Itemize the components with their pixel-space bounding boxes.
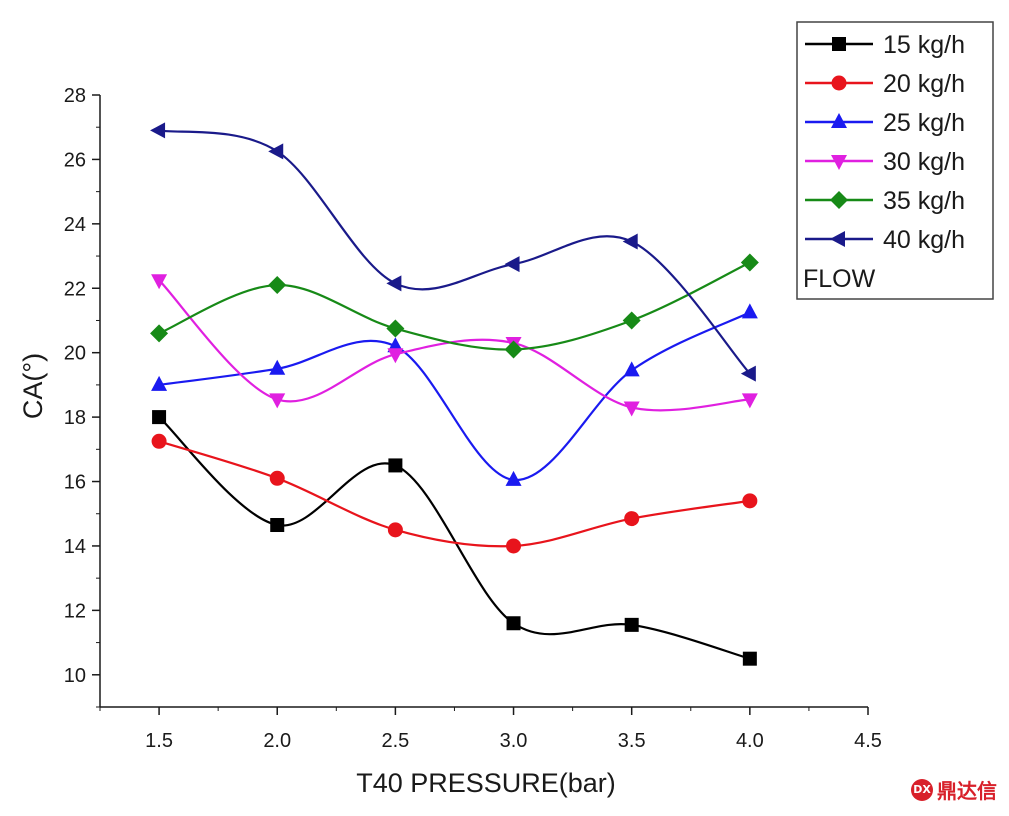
x-tick-label: 4.0: [736, 730, 764, 752]
series-line: [158, 311, 751, 482]
series-4: [150, 253, 759, 359]
data-point: [387, 522, 403, 538]
data-point: [151, 375, 168, 391]
legend-label: 35 kg/h: [883, 187, 965, 215]
watermark: DX 鼎达信: [911, 775, 997, 804]
data-point: [387, 348, 404, 364]
x-tick-label: 4.5: [854, 730, 882, 752]
y-tick-label: 16: [64, 472, 86, 494]
data-point: [742, 651, 757, 666]
y-tick-label: 24: [64, 214, 86, 236]
data-point: [506, 616, 521, 631]
data-point: [624, 617, 639, 632]
data-point: [506, 538, 522, 554]
data-point: [386, 319, 405, 338]
y-tick-label: 12: [64, 600, 86, 622]
data-point: [150, 122, 166, 139]
y-tick-label: 22: [64, 278, 86, 300]
data-point: [623, 401, 640, 417]
data-point: [269, 470, 285, 486]
data-point: [269, 359, 286, 375]
data-point: [151, 433, 167, 449]
series-5: [150, 122, 756, 382]
legend-label: 40 kg/h: [883, 226, 965, 254]
x-tick-label: 2.5: [381, 730, 409, 752]
data-point: [504, 340, 523, 359]
series-line: [158, 440, 751, 548]
data-point: [741, 303, 758, 319]
data-point: [741, 393, 758, 409]
y-tick-label: 20: [64, 343, 86, 365]
series-0: [152, 410, 757, 666]
legend-title: FLOW: [803, 265, 876, 293]
data-point: [740, 365, 756, 382]
legend-swatch-marker: [831, 155, 847, 170]
y-tick-label: 28: [64, 85, 86, 107]
data-point: [504, 256, 520, 273]
series-line: [158, 416, 751, 660]
data-point: [505, 470, 522, 486]
series-2: [151, 303, 758, 486]
data-point: [268, 143, 284, 160]
legend-swatch-marker: [832, 37, 846, 51]
data-point: [622, 311, 641, 330]
data-point: [150, 324, 169, 343]
series-layer: [150, 122, 759, 666]
data-point: [269, 393, 286, 409]
data-point: [742, 493, 758, 509]
series-1: [151, 433, 758, 554]
data-point: [268, 276, 287, 295]
y-tick-label: 10: [64, 665, 86, 687]
legend-label: 20 kg/h: [883, 70, 965, 98]
legend-label: 30 kg/h: [883, 148, 965, 176]
x-axis-title: T40 PRESSURE(bar): [356, 768, 616, 798]
y-tick-label: 18: [64, 407, 86, 429]
legend-swatch-marker: [831, 113, 847, 128]
legend-label: 25 kg/h: [883, 109, 965, 137]
watermark-text: 鼎达信: [937, 779, 997, 803]
y-axis-title: CA(°): [18, 353, 48, 419]
axes: 10 12 14 16 18 20 22 24 26 28 1.5 2.0 2.5 3.0 3.5 4.0 4.…: [18, 85, 882, 798]
data-point: [740, 253, 759, 272]
data-point: [151, 274, 168, 290]
y-tick-label: 14: [64, 536, 86, 558]
x-tick-label: 2.0: [263, 730, 291, 752]
data-point: [270, 518, 285, 533]
data-point: [386, 275, 402, 292]
legend: 15 kg/h 20 kg/h 25 kg/h 30 kg/h 35 kg/h 40 kg…: [796, 21, 994, 300]
series-3: [151, 274, 758, 417]
data-point: [623, 361, 640, 377]
series-line: [158, 279, 750, 412]
legend-swatch-marker: [831, 75, 847, 91]
watermark-logo-icon: DX: [911, 778, 933, 801]
x-tick-label: 1.5: [145, 730, 173, 752]
x-tick-label: 3.0: [500, 730, 528, 752]
legend-swatch-marker: [830, 191, 848, 209]
series-line: [158, 129, 751, 375]
data-point: [152, 410, 167, 425]
series-line: [158, 261, 751, 351]
y-tick-label: 26: [64, 149, 86, 171]
data-point: [388, 458, 403, 473]
data-point: [622, 233, 638, 250]
legend-label: 15 kg/h: [883, 31, 965, 59]
x-tick-label: 3.5: [618, 730, 646, 752]
data-point: [624, 511, 640, 527]
legend-swatch-marker: [830, 231, 845, 247]
